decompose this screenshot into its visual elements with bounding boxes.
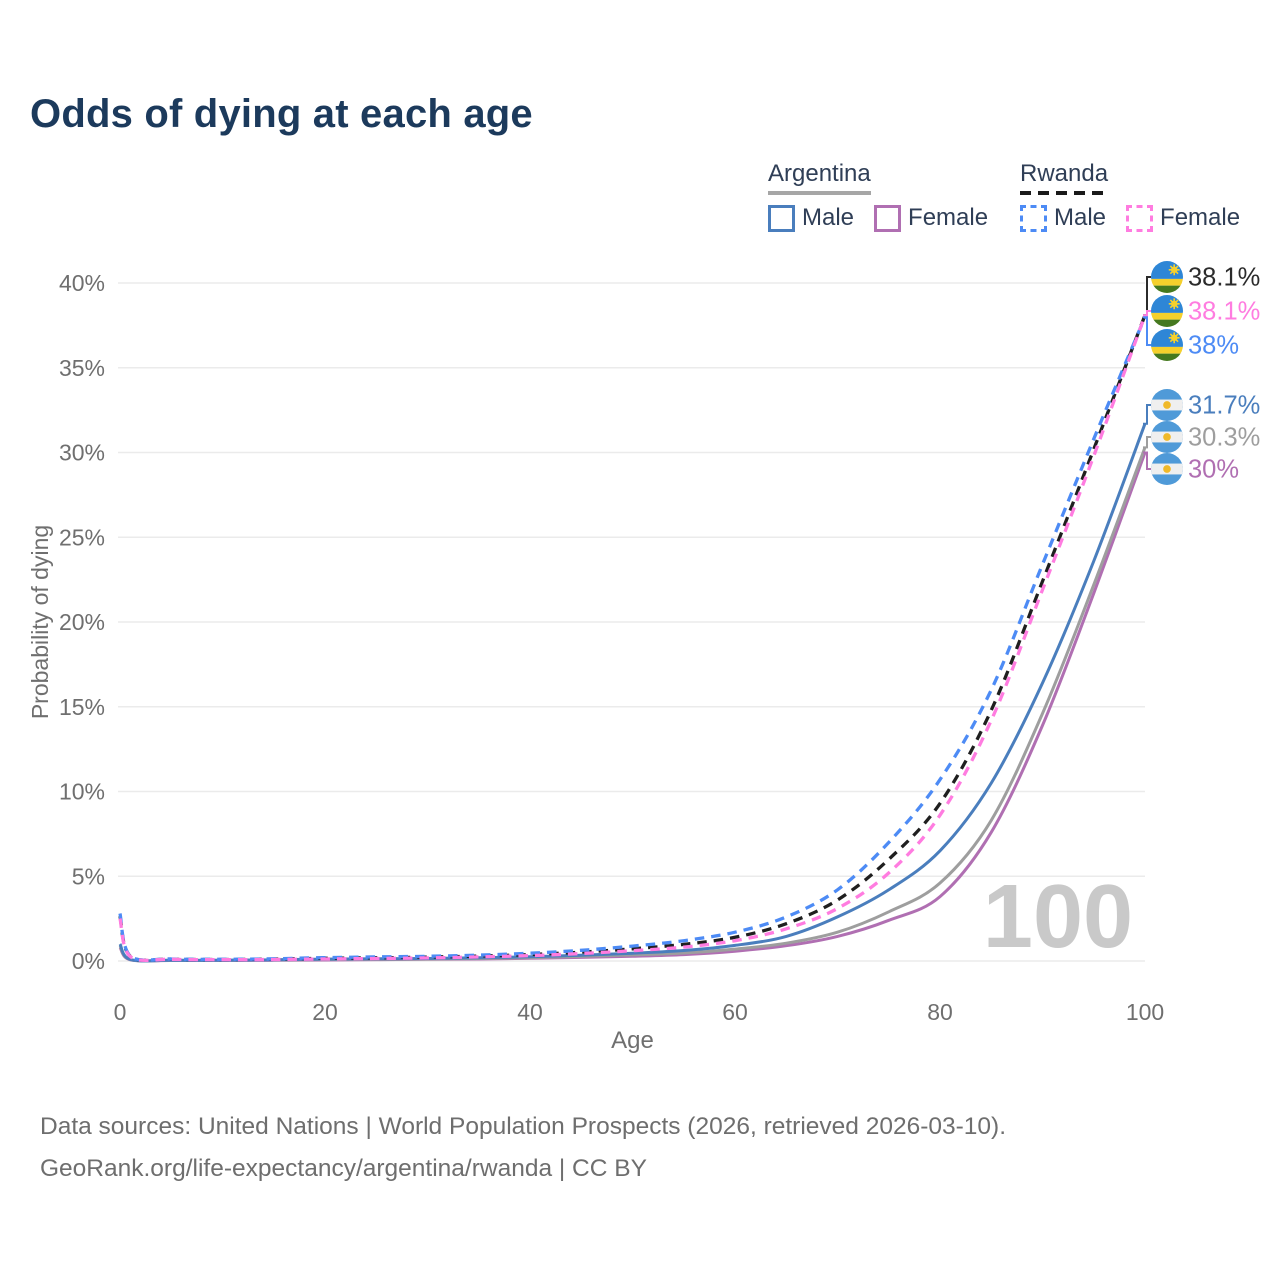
end-label-connector xyxy=(1143,315,1151,346)
legend-item-label: Male xyxy=(802,204,855,231)
flag-icon-rwanda xyxy=(1151,261,1183,293)
x-axis-title: Age xyxy=(611,1027,654,1054)
footer: Data sources: United Nations | World Pop… xyxy=(40,1106,1006,1190)
flag-icon-argentina xyxy=(1151,421,1183,453)
y-tick-label: 35% xyxy=(59,355,105,381)
legend-linestyle-sample xyxy=(768,191,871,195)
y-axis-title: Probability of dying xyxy=(27,525,53,719)
legend-item-rwanda-female: Female xyxy=(1126,204,1240,232)
end-label-connector xyxy=(1143,310,1151,317)
footer-data-sources: Data sources: United Nations | World Pop… xyxy=(40,1113,1007,1140)
page-title: Odds of dying at each age xyxy=(30,92,533,136)
legend-item-label: Female xyxy=(908,204,989,231)
legend-item-rwanda-male: Male xyxy=(1020,204,1106,232)
series-line-rwanda-both-sexes xyxy=(118,314,1147,962)
end-value-label: 30.3% xyxy=(1188,424,1260,452)
legend-swatch-icon xyxy=(1020,204,1047,232)
flag-icon-argentina xyxy=(1151,389,1183,421)
y-tick-label: 0% xyxy=(72,948,105,974)
end-value-label: 31.7% xyxy=(1188,392,1260,420)
legend-country-label: Argentina xyxy=(768,160,871,187)
end-value-label: 38.1% xyxy=(1188,298,1260,326)
y-tick-label: 30% xyxy=(59,440,105,466)
end-label-connector xyxy=(1143,436,1151,449)
legend-item-label: Female xyxy=(1160,204,1241,231)
x-tick-label: 80 xyxy=(927,999,953,1025)
flag-icon-rwanda xyxy=(1151,329,1183,361)
legend-item-label: Male xyxy=(1054,204,1107,231)
x-tick-label: 0 xyxy=(114,999,127,1025)
y-tick-label: 25% xyxy=(59,524,105,550)
legend-swatch-icon xyxy=(874,204,902,232)
end-value-label: 30% xyxy=(1188,456,1239,484)
x-tick-label: 60 xyxy=(722,999,748,1025)
axes: 0 20 40 60 80 100 Age Probability of dying xyxy=(27,525,1164,1054)
legend-group-argentina: Argentina Male Female xyxy=(768,160,1008,232)
series-line-argentina-male xyxy=(118,423,1147,963)
legend-item-argentina-male: Male xyxy=(768,204,854,232)
end-label-connector xyxy=(1143,451,1151,470)
gridlines: 0% 5% 10% 15% 20% 25% 30% 35% 40% xyxy=(59,270,1145,974)
legend-group-rwanda: Rwanda Male Female xyxy=(1020,160,1260,232)
x-tick-label: 100 xyxy=(1126,999,1164,1025)
x-tick-label: 20 xyxy=(312,999,338,1025)
y-tick-label: 20% xyxy=(59,609,105,635)
legend-item-argentina-female: Female xyxy=(874,204,988,232)
legend-swatch-icon xyxy=(1126,204,1154,232)
series-lines xyxy=(118,314,1147,963)
footer-attribution: GeoRank.org/life-expectancy/argentina/rw… xyxy=(40,1155,647,1182)
end-labels: 30% 30.3% 31.7% 38.1% 38% 38.1% xyxy=(1143,261,1260,485)
end-label-connector xyxy=(1143,404,1151,425)
legend-country-label: Rwanda xyxy=(1020,160,1109,187)
y-tick-label: 40% xyxy=(59,270,105,296)
x-tick-label: 40 xyxy=(517,999,543,1025)
end-value-label: 38% xyxy=(1188,332,1239,360)
flag-icon-argentina xyxy=(1151,453,1183,485)
series-line-rwanda-female xyxy=(118,314,1147,962)
legend-swatch-icon xyxy=(768,204,795,232)
y-tick-label: 5% xyxy=(72,863,105,889)
flag-icon-rwanda xyxy=(1151,295,1183,327)
series-line-rwanda-male xyxy=(118,316,1147,962)
legend-linestyle-sample xyxy=(1020,191,1108,195)
end-value-label: 38.1% xyxy=(1188,264,1260,292)
y-tick-label: 10% xyxy=(59,779,105,805)
age-watermark: 100 xyxy=(983,867,1133,967)
y-tick-label: 15% xyxy=(59,694,105,720)
